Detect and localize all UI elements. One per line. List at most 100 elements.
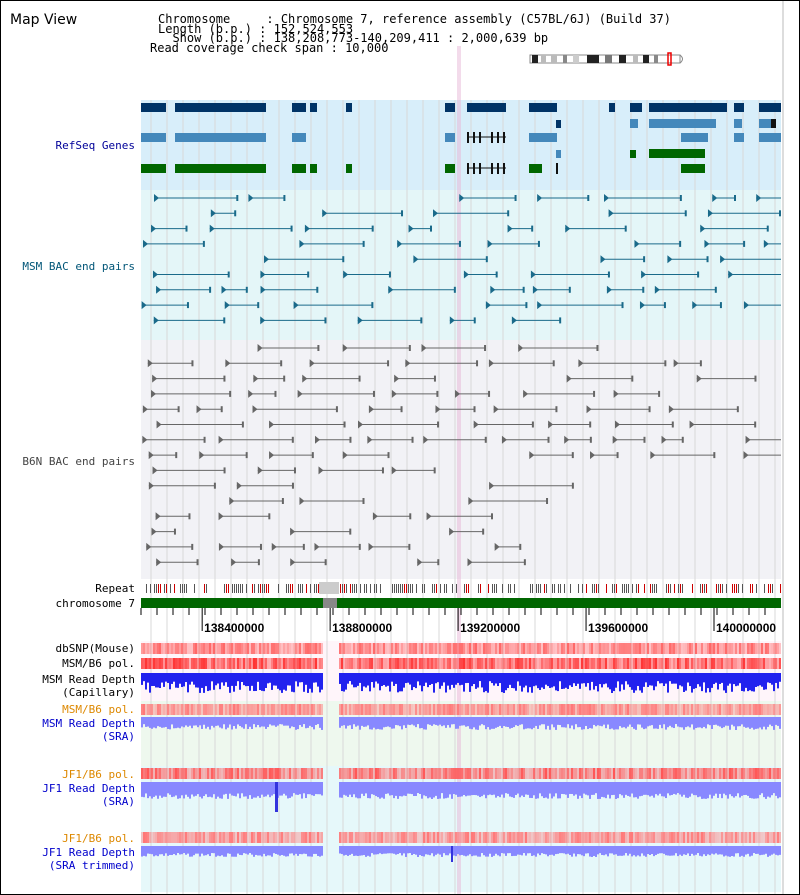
jf1-b6-pol-strip: [141, 768, 781, 779]
bac-end: [342, 344, 348, 352]
bac-end: [706, 256, 709, 263]
bac-end: [766, 225, 769, 232]
bac-end: [236, 195, 239, 201]
bac-end: [225, 359, 231, 368]
bac-end: [283, 195, 286, 201]
bac-end: [153, 316, 159, 325]
bac-end: [388, 271, 391, 278]
bac-end: [229, 390, 232, 397]
gene-feature: [346, 164, 352, 173]
bac-end: [210, 209, 216, 218]
bac-end: [151, 389, 157, 398]
bac-end: [309, 359, 315, 368]
bac-end: [437, 421, 440, 428]
gene-feature: [346, 103, 352, 112]
chromosome-ideogram[interactable]: [529, 52, 689, 66]
bac-end: [148, 481, 154, 490]
bac-end: [421, 344, 427, 352]
jf1-depth-sra-trimmed-label: JF1 Read Depth (SRA trimmed): [42, 846, 135, 872]
bac-end: [372, 390, 375, 397]
gene-feature: [228, 103, 241, 112]
bac-end: [684, 210, 687, 217]
bac-end: [173, 528, 176, 535]
bac-end: [156, 285, 162, 294]
bac-end: [673, 359, 679, 368]
bac-end: [529, 451, 535, 460]
bac-end: [689, 420, 695, 429]
bac-end: [148, 451, 154, 460]
bac-end: [571, 482, 574, 489]
bac-end: [274, 390, 277, 397]
bac-end: [185, 225, 188, 232]
bac-end: [283, 375, 286, 382]
bac-end: [141, 301, 147, 310]
gene-feature: [719, 103, 727, 112]
msm-b6-pol-sra-label: MSM/B6 pol.: [62, 703, 135, 716]
axis-tick-label: 139600000: [588, 621, 648, 635]
bac-end: [268, 513, 271, 520]
bac-end: [269, 420, 275, 429]
msm-depth-sra-label: MSM Read Depth (SRA): [42, 717, 135, 743]
bac-end: [593, 390, 596, 397]
bac-end: [568, 286, 571, 293]
gene-feature: [681, 133, 708, 142]
bac-end: [408, 345, 411, 351]
bac-end: [293, 301, 299, 310]
length-label: Length (b.p.) : 152,524,553: [158, 22, 354, 36]
msm-bac-track-label: MSM BAC end pairs: [22, 260, 135, 273]
bac-end: [411, 436, 414, 443]
bac-end: [522, 286, 525, 293]
bac-end: [704, 239, 710, 248]
bac-end: [433, 209, 439, 218]
bac-end: [489, 481, 495, 490]
bac-end: [531, 421, 534, 428]
msm-b6-pol-strip: [141, 658, 781, 669]
bac-end: [518, 344, 524, 352]
bac-end: [433, 375, 436, 382]
show-label: Show (b.p.) : 138,208,773-140,209,411 : …: [158, 31, 549, 45]
bac-end: [368, 542, 374, 551]
jf1-b6-pol-trimmed-label: JF1/B6 pol.: [62, 832, 135, 845]
bac-end: [426, 512, 432, 521]
bac-end: [501, 435, 507, 444]
bac-end: [318, 466, 324, 475]
gridlines: [150, 100, 776, 894]
bac-end: [634, 239, 640, 248]
bac-end: [429, 225, 432, 232]
bac-end: [186, 302, 189, 309]
bac-end: [234, 210, 237, 217]
bac-end: [248, 194, 254, 202]
bac-end: [221, 285, 227, 294]
bac-end: [613, 389, 619, 398]
bac-end: [490, 513, 493, 520]
length-value: 152,524,553: [273, 22, 354, 36]
axis: 138400000 138800000 139200000 139600000 1400…: [140, 608, 776, 635]
refseq-track-label: RefSeq Genes: [55, 139, 135, 152]
msm-depth-capillary-bars: [141, 673, 781, 693]
jf1-b6-pol-trimmed-strip: [141, 832, 781, 843]
gene-feature: [141, 133, 166, 142]
bac-end: [423, 435, 429, 444]
bac-end: [405, 359, 411, 368]
bac-end: [612, 435, 618, 444]
bac-end: [589, 436, 592, 443]
gene-feature: [445, 133, 455, 142]
bac-end: [248, 389, 254, 398]
bac-end: [728, 270, 734, 279]
bac-end: [314, 542, 320, 551]
bac-end: [245, 452, 248, 459]
gene-feature: [630, 150, 636, 158]
gene-feature: [141, 164, 166, 173]
bac-end: [537, 301, 543, 310]
bac-end: [455, 389, 461, 398]
bac-end: [485, 301, 491, 310]
bac-end: [707, 209, 713, 218]
bac-end: [202, 240, 205, 247]
repeat-track: [146, 582, 781, 594]
gene-feature: [529, 103, 557, 112]
bac-end: [736, 406, 739, 413]
bac-end: [257, 466, 263, 475]
gene-feature: [310, 103, 317, 112]
bac-end: [681, 436, 684, 443]
